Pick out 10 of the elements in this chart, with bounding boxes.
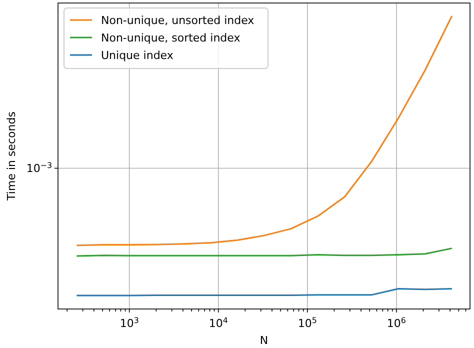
- x-tick-label: 10$^{3}$: [120, 316, 139, 330]
- x-tick-label: 10$^{5}$: [298, 316, 317, 330]
- x-tick-label: 10$^{6}$: [386, 316, 406, 330]
- x-tick-label: 10$^{4}$: [208, 316, 228, 330]
- x-axis-title: N: [260, 334, 268, 347]
- legend-label: Non-unique, sorted index: [101, 32, 241, 44]
- y-axis-title: Time in seconds: [5, 111, 18, 202]
- legend-label: Non-unique, unsorted index: [101, 14, 255, 27]
- legend-label: Unique index: [101, 49, 174, 62]
- text: 10$^{−3}$: [26, 160, 52, 176]
